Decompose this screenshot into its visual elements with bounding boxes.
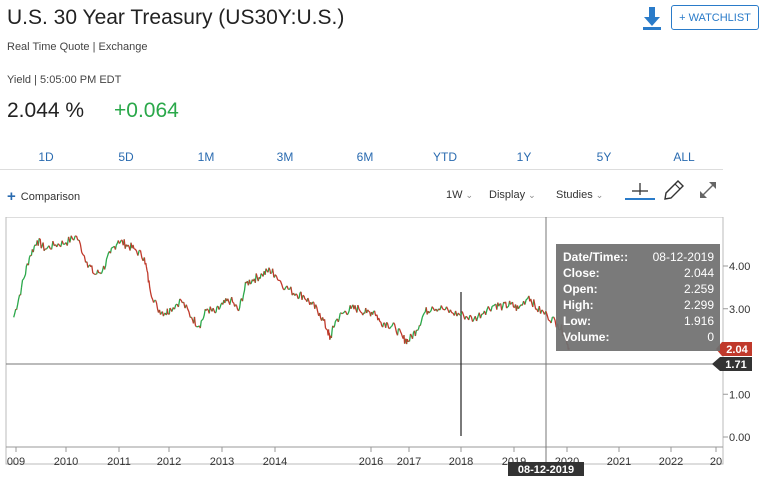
interval-label: 1W [446, 189, 463, 201]
tooltip-label: Open: [563, 282, 598, 296]
comparison-label: Comparison [20, 191, 81, 203]
y-tick-label: 1.00 [729, 389, 750, 401]
last-value-text: 2.04 [726, 344, 748, 356]
quote-source: Real Time Quote | Exchange [7, 41, 148, 53]
last-value-label: 2.04 [716, 342, 752, 356]
yield-change: +0.064 [114, 99, 179, 122]
studies-label: Studies [556, 189, 593, 201]
x-tick-label: 2012 [157, 456, 181, 468]
plus-icon: + [7, 188, 16, 205]
yield-timestamp: Yield | 5:05:00 PM EDT [7, 74, 122, 86]
x-tick-label: 2018 [449, 456, 473, 468]
tab-ytd[interactable]: YTD [433, 150, 457, 164]
fullscreen-icon[interactable] [698, 180, 718, 205]
data-tooltip: Date/Time:: 08-12-2019 Close: 2.044 Open: 2… [556, 244, 720, 351]
x-axis: 0092010201120122013201420162017201820192… [7, 447, 722, 468]
x-tick-label: 009 [7, 456, 25, 468]
x-tick-label: 2011 [107, 456, 131, 468]
draw-pencil-icon[interactable] [663, 180, 685, 205]
cursor-value-label: 1.71 [712, 357, 752, 371]
series-line-down [15, 235, 570, 350]
tooltip-label: Date/Time:: [563, 250, 629, 264]
interval-dropdown[interactable]: 1W ⌄ [446, 189, 473, 201]
display-dropdown[interactable]: Display ⌄ [489, 189, 536, 201]
x-tick-label: 2016 [359, 456, 383, 468]
chevron-down-icon: ⌄ [465, 190, 474, 200]
tooltip-value: 08-12-2019 [652, 250, 714, 264]
x-tick-label: 2013 [210, 456, 234, 468]
tab-1m[interactable]: 1M [197, 150, 215, 164]
crosshair-icon[interactable] [624, 181, 656, 206]
tooltip-value: 1.916 [683, 314, 714, 328]
x-tick-label: 2010 [54, 456, 78, 468]
tab-1d[interactable]: 1D [38, 150, 54, 164]
tooltip-value: 2.259 [683, 282, 714, 296]
download-arrow-icon[interactable] [641, 5, 663, 31]
tooltip-value: 2.044 [683, 266, 714, 280]
cursor-value-text: 1.71 [725, 359, 746, 371]
display-label: Display [489, 189, 526, 201]
tab-1y[interactable]: 1Y [516, 150, 532, 164]
tooltip-row: Volume: 0 [563, 329, 714, 345]
current-yield: 2.044 % [7, 99, 85, 122]
y-tick-label: 0.00 [729, 432, 750, 444]
comparison-button[interactable]: + Comparison [7, 188, 80, 205]
tab-3m[interactable]: 3M [276, 150, 294, 164]
tooltip-row: High: 2.299 [563, 297, 714, 313]
tab-5d[interactable]: 5D [118, 150, 134, 164]
chevron-down-icon: ⌄ [595, 190, 604, 200]
tooltip-value: 2.299 [683, 298, 714, 312]
x-tick-label: 2014 [263, 456, 287, 468]
x-tick-label: 2017 [397, 456, 421, 468]
tooltip-value: 0 [707, 330, 714, 344]
tooltip-row: Low: 1.916 [563, 313, 714, 329]
tooltip-label: Close: [563, 266, 600, 280]
tooltip-row: Close: 2.044 [563, 265, 714, 281]
tooltip-row: Open: 2.259 [563, 281, 714, 297]
x-tick-label: 2022 [659, 456, 683, 468]
studies-dropdown[interactable]: Studies ⌄ [556, 189, 603, 201]
tab-all[interactable]: ALL [673, 150, 695, 164]
x-tick-label: 2021 [607, 456, 631, 468]
tooltip-label: Low: [563, 314, 591, 328]
y-tick-label: 4.00 [729, 261, 750, 273]
tooltip-row: Date/Time:: 08-12-2019 [563, 249, 714, 265]
tooltip-label: Volume: [563, 330, 610, 344]
tab-6m[interactable]: 6M [356, 150, 374, 164]
add-watchlist-button[interactable]: + WATCHLIST [671, 5, 759, 30]
x-tick-label: 20 [710, 456, 722, 468]
time-range-tabs: 1D 5D 1M 3M 6M YTD 1Y 5Y ALL [0, 148, 723, 170]
tooltip-label: High: [563, 298, 594, 312]
cursor-date-label: 08-12-2019 [508, 462, 584, 476]
page-title: U.S. 30 Year Treasury (US30Y:U.S.) [7, 6, 345, 29]
y-tick-label: 3.00 [729, 304, 750, 316]
chevron-down-icon: ⌄ [528, 190, 536, 200]
tab-5y[interactable]: 5Y [596, 150, 612, 164]
cursor-date-text: 08-12-2019 [518, 464, 574, 476]
